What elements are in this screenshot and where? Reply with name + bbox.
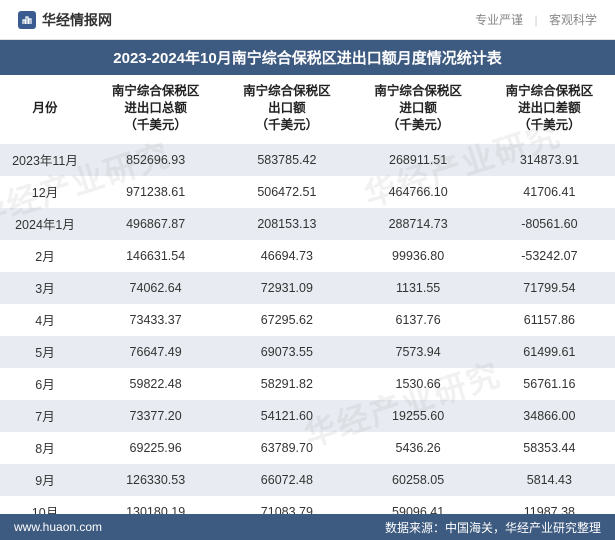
table-row: 2024年1月496867.87208153.13288714.73-80561… <box>0 208 615 240</box>
table-cell: 5436.26 <box>353 432 484 464</box>
table-cell: 2月 <box>0 240 90 272</box>
table-cell: 5月 <box>0 336 90 368</box>
footer-bar: www.huaon.com 数据来源：中国海关，华经产业研究整理 <box>0 514 615 540</box>
table-cell: 852696.93 <box>90 144 221 176</box>
table-cell: 288714.73 <box>353 208 484 240</box>
table-cell: 58291.82 <box>221 368 352 400</box>
table-cell: 73377.20 <box>90 400 221 432</box>
table-header-row: 月份 南宁综合保税区进出口总额（千美元） 南宁综合保税区出口额（千美元） 南宁综… <box>0 75 615 144</box>
table-cell: 7573.94 <box>353 336 484 368</box>
table-cell: 61499.61 <box>484 336 615 368</box>
table-cell: 1530.66 <box>353 368 484 400</box>
table-cell: -53242.07 <box>484 240 615 272</box>
table-cell: 126330.53 <box>90 464 221 496</box>
brand-name: 华经情报网 <box>42 10 112 30</box>
table-cell: 69225.96 <box>90 432 221 464</box>
table-cell: 34866.00 <box>484 400 615 432</box>
table-cell: 67295.62 <box>221 304 352 336</box>
table-cell: 58353.44 <box>484 432 615 464</box>
table-cell: 3月 <box>0 272 90 304</box>
table-cell: 63789.70 <box>221 432 352 464</box>
table-cell: 99936.80 <box>353 240 484 272</box>
table-cell: 60258.05 <box>353 464 484 496</box>
table-cell: 12月 <box>0 176 90 208</box>
table-cell: -80561.60 <box>484 208 615 240</box>
table-row: 9月126330.5366072.4860258.055814.43 <box>0 464 615 496</box>
table-cell: 71799.54 <box>484 272 615 304</box>
table-cell: 146631.54 <box>90 240 221 272</box>
tagline-left: 专业严谨 <box>475 13 523 27</box>
table-cell: 268911.51 <box>353 144 484 176</box>
table-cell: 2023年11月 <box>0 144 90 176</box>
col-header-diff: 南宁综合保税区进出口差额（千美元） <box>484 75 615 144</box>
data-table: 月份 南宁综合保税区进出口总额（千美元） 南宁综合保税区出口额（千美元） 南宁综… <box>0 75 615 528</box>
table-cell: 496867.87 <box>90 208 221 240</box>
table-title: 2023-2024年10月南宁综合保税区进出口额月度情况统计表 <box>0 40 615 75</box>
footer-source: 数据来源：中国海关，华经产业研究整理 <box>385 519 601 536</box>
table-cell: 76647.49 <box>90 336 221 368</box>
table-row: 12月971238.61506472.51464766.1041706.41 <box>0 176 615 208</box>
table-row: 4月73433.3767295.626137.7661157.86 <box>0 304 615 336</box>
table-cell: 73433.37 <box>90 304 221 336</box>
table-cell: 61157.86 <box>484 304 615 336</box>
table-cell: 5814.43 <box>484 464 615 496</box>
brand: 华经情报网 <box>18 10 112 30</box>
table-cell: 74062.64 <box>90 272 221 304</box>
table-cell: 4月 <box>0 304 90 336</box>
col-header-total: 南宁综合保税区进出口总额（千美元） <box>90 75 221 144</box>
table-cell: 59822.48 <box>90 368 221 400</box>
table-cell: 1131.55 <box>353 272 484 304</box>
table-body: 2023年11月852696.93583785.42268911.5131487… <box>0 144 615 528</box>
table-cell: 41706.41 <box>484 176 615 208</box>
table-cell: 72931.09 <box>221 272 352 304</box>
table-cell: 506472.51 <box>221 176 352 208</box>
table-cell: 208153.13 <box>221 208 352 240</box>
col-header-import: 南宁综合保税区进口额（千美元） <box>353 75 484 144</box>
table-cell: 54121.60 <box>221 400 352 432</box>
table-cell: 69073.55 <box>221 336 352 368</box>
table-cell: 56761.16 <box>484 368 615 400</box>
table-row: 2023年11月852696.93583785.42268911.5131487… <box>0 144 615 176</box>
table-cell: 66072.48 <box>221 464 352 496</box>
footer-site: www.huaon.com <box>14 520 102 534</box>
table-cell: 2024年1月 <box>0 208 90 240</box>
table-cell: 46694.73 <box>221 240 352 272</box>
table-cell: 6月 <box>0 368 90 400</box>
col-header-export: 南宁综合保税区出口额（千美元） <box>221 75 352 144</box>
table-cell: 314873.91 <box>484 144 615 176</box>
table-cell: 8月 <box>0 432 90 464</box>
table-cell: 9月 <box>0 464 90 496</box>
table-cell: 464766.10 <box>353 176 484 208</box>
tagline-separator: | <box>535 13 538 27</box>
table-cell: 19255.60 <box>353 400 484 432</box>
table-cell: 971238.61 <box>90 176 221 208</box>
table-cell: 7月 <box>0 400 90 432</box>
tagline-right: 客观科学 <box>549 13 597 27</box>
col-header-month: 月份 <box>0 75 90 144</box>
table-row: 2月146631.5446694.7399936.80-53242.07 <box>0 240 615 272</box>
tagline: 专业严谨 | 客观科学 <box>475 11 597 28</box>
table-cell: 6137.76 <box>353 304 484 336</box>
header-bar: 华经情报网 专业严谨 | 客观科学 <box>0 0 615 40</box>
table-row: 5月76647.4969073.557573.9461499.61 <box>0 336 615 368</box>
table-cell: 583785.42 <box>221 144 352 176</box>
table-row: 3月74062.6472931.091131.5571799.54 <box>0 272 615 304</box>
table-row: 6月59822.4858291.821530.6656761.16 <box>0 368 615 400</box>
brand-logo-icon <box>18 11 36 29</box>
table-row: 7月73377.2054121.6019255.6034866.00 <box>0 400 615 432</box>
table-row: 8月69225.9663789.705436.2658353.44 <box>0 432 615 464</box>
